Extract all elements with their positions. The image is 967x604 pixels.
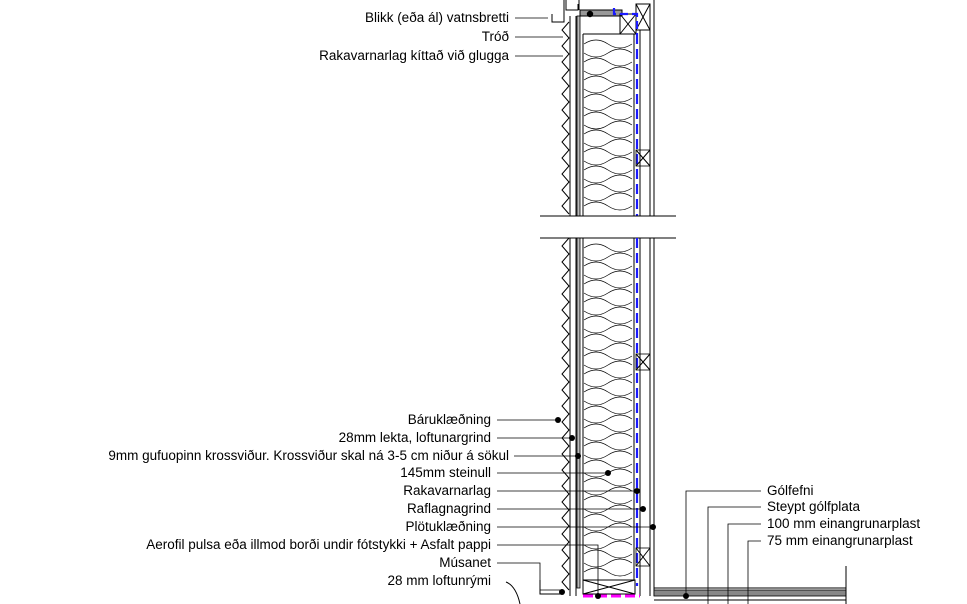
label-trod: Tróð — [482, 29, 509, 44]
leader-dot — [559, 589, 565, 595]
label-lekta: 28mm lekta, loftunargrind — [339, 430, 491, 445]
window-flashing — [551, 0, 651, 35]
label-rakavarnarlag: Rakavarnarlag — [403, 483, 491, 498]
bottom-left-labels: Báruklæðning 28mm lekta, loftunargrind 9… — [108, 412, 656, 599]
label-musanet: Músanet — [439, 555, 491, 570]
leader-dot — [640, 506, 646, 512]
leader-dot — [683, 593, 689, 599]
label-steypt-golfplata: Steypt gólfplata — [767, 499, 861, 514]
lower-wall-layers — [505, 237, 655, 604]
label-loftunrymi: 28 mm loftunrými — [387, 573, 491, 588]
label-krossvidur: 9mm gufuopinn krossviður. Krossviður ska… — [108, 448, 509, 463]
label-rakavarnarlag-kittad: Rakavarnarlag kíttað við glugga — [319, 48, 509, 63]
insulation-pattern-upper — [583, 39, 633, 211]
leader-dot — [650, 524, 656, 530]
label-raflagnagrind: Raflagnagrind — [407, 501, 491, 516]
insulation-pattern-lower — [583, 243, 633, 577]
wall-construction — [505, 0, 847, 604]
label-75mm-einangrunarplast: 75 mm einangrunarplast — [767, 533, 913, 548]
label-aerofil-pulsa: Aerofil pulsa eða illmod borði undir fót… — [146, 537, 491, 552]
label-steinull: 145mm steinull — [400, 465, 491, 480]
floor-slab — [653, 566, 847, 604]
right-labels: Gólfefni Steypt gólfplata 100 mm einangr… — [683, 483, 920, 604]
label-vatnsbretti: Blikk (eða ál) vatnsbretti — [365, 10, 509, 25]
label-plotuklaedning: Plötuklæðning — [405, 519, 491, 534]
leader-dot — [595, 593, 601, 599]
leader-dot — [555, 417, 561, 423]
leader-dot — [605, 470, 611, 476]
break-lines — [540, 215, 676, 239]
leader-dot — [634, 488, 640, 494]
leader-dot — [575, 453, 581, 459]
leader-dot — [569, 435, 575, 441]
top-labels: Blikk (eða ál) vatnsbretti Tróð Rakavarn… — [319, 10, 563, 63]
label-baruklaedning: Báruklæðning — [408, 412, 491, 427]
label-100mm-einangrunarplast: 100 mm einangrunarplast — [767, 516, 920, 531]
upper-wall-layers — [561, 0, 655, 217]
label-golfefni: Gólfefni — [767, 483, 814, 498]
